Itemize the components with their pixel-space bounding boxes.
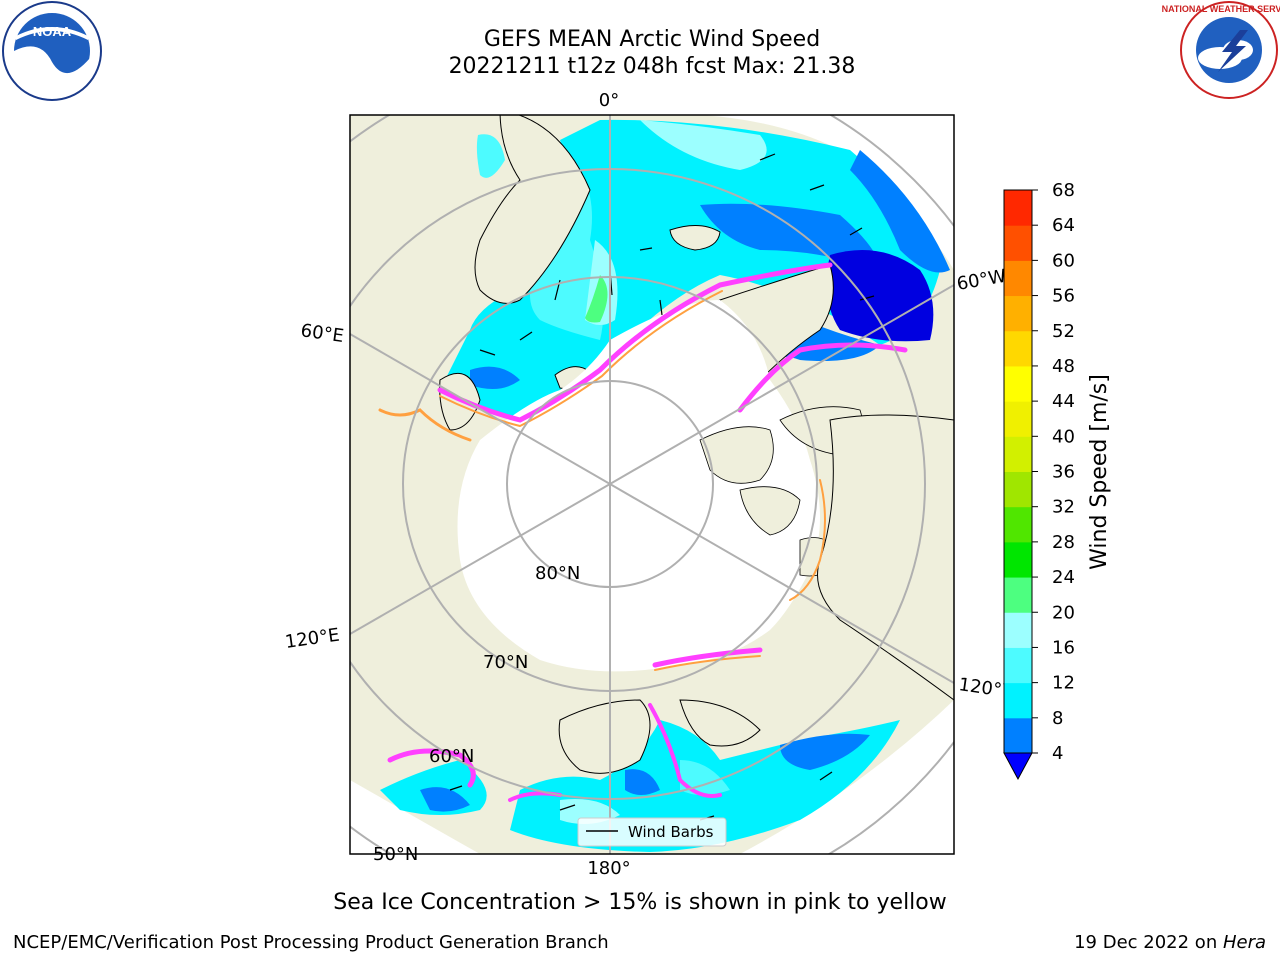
colorbar-segment (1004, 647, 1032, 684)
label-meridian-120e: 120°E (284, 625, 341, 653)
meridian-60e (350, 333, 611, 485)
colorbar-label: Wind Speed [m/s] (1087, 374, 1112, 570)
figure-caption: Sea Ice Concentration > 15% is shown in … (333, 890, 947, 915)
colorbar-segment (1004, 365, 1032, 402)
colorbar-tick-label: 8 (1052, 708, 1063, 729)
label-meridian-0: 0° (599, 90, 619, 111)
graticule (350, 115, 954, 854)
colorbar-segment (1004, 541, 1032, 578)
no-data-region (700, 115, 954, 270)
colorbar-segment (1004, 330, 1032, 367)
footer-date-text: 19 Dec 2022 on (1074, 932, 1223, 953)
colorbar-segment (1004, 682, 1032, 719)
colorbar-tick-label: 28 (1052, 532, 1075, 553)
noaa-logo: NOAA (2, 1, 102, 101)
colorbar-segment (1004, 190, 1032, 226)
map-area: Wind Barbs (350, 115, 954, 854)
colorbar-segment (1004, 506, 1032, 543)
colorbar-tick-label: 52 (1052, 321, 1075, 342)
meridian-120w (609, 483, 954, 684)
colorbar-segment (1004, 436, 1032, 472)
ice-edge (378, 262, 908, 802)
colorbar-tick-label: 16 (1052, 637, 1075, 658)
footer-credit: NCEP/EMC/Verification Post Processing Pr… (13, 932, 609, 953)
colorbar-tick-label: 24 (1052, 567, 1075, 588)
colorbar-tick-label: 32 (1052, 497, 1075, 518)
colorbar-tick-label: 60 (1052, 250, 1075, 271)
colorbar-tick-label: 12 (1052, 673, 1075, 694)
colorbar-segment (1004, 225, 1032, 261)
map-frame (349, 114, 955, 855)
chart-title: GEFS MEAN Arctic Wind Speed (483, 27, 821, 52)
label-meridian-60e: 60°E (299, 320, 345, 347)
colorbar-segment (1004, 717, 1032, 754)
colorbar-segment (1004, 295, 1032, 332)
label-parallel-50n: 50°N (373, 844, 418, 865)
map-legend: Wind Barbs (577, 817, 727, 847)
legend-wind-barbs-label: Wind Barbs (628, 823, 714, 841)
colorbar-segment (1004, 401, 1032, 437)
atlantic-wind-field (440, 119, 950, 420)
colorbar-segment (1004, 612, 1032, 648)
label-meridian-180: 180° (587, 858, 630, 879)
colorbar-tick-label: 36 (1052, 462, 1075, 483)
footer-host: Hera (1222, 932, 1266, 953)
sea-ice-pack (457, 300, 820, 672)
nws-logo-text: NATIONAL WEATHER SERVICE (1162, 4, 1280, 14)
chart-subtitle: 20221211 t12z 048h fcst Max: 21.38 (448, 54, 856, 79)
colorbar-tick-label: 44 (1052, 391, 1075, 412)
meridian-60w (609, 284, 954, 485)
colorbar-tick-label: 48 (1052, 356, 1075, 377)
meridian-120e (350, 483, 611, 635)
colorbar-tick-label: 20 (1052, 602, 1075, 623)
colorbar-tick-label: 64 (1052, 215, 1075, 236)
label-parallel-80n: 80°N (535, 563, 580, 584)
colorbar-segment (1004, 577, 1032, 613)
colorbar-segment (1004, 471, 1032, 508)
colorbar-tick-label: 40 (1052, 426, 1075, 447)
colorbar-tick-label: 56 (1052, 286, 1075, 307)
colorbar-tick-label: 4 (1052, 743, 1063, 764)
footer-date: 19 Dec 2022 on Hera (1074, 932, 1266, 953)
colorbar-segment (1004, 260, 1032, 297)
colorbar-tick-label: 68 (1052, 180, 1075, 201)
noaa-logo-text: NOAA (33, 24, 72, 39)
label-meridian-60w: 60°W (955, 266, 1008, 295)
label-parallel-70n: 70°N (483, 652, 528, 673)
nws-logo: NATIONAL WEATHER SERVICE (1162, 1, 1280, 99)
label-parallel-60n: 60°N (429, 746, 474, 767)
colorbar-extend-arrow (1003, 752, 1033, 781)
